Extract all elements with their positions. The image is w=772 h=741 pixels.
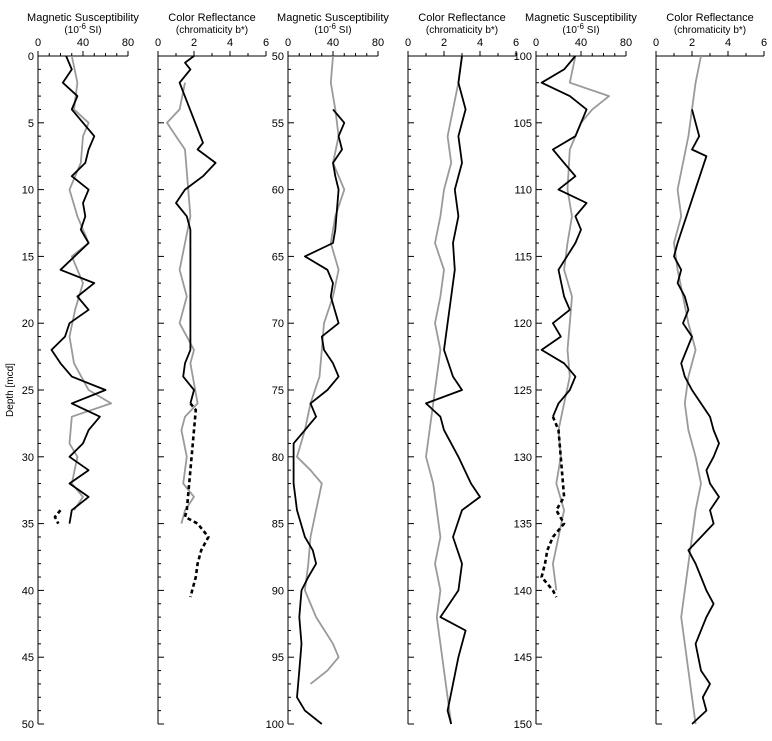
- ms-series-dashed: [53, 509, 62, 525]
- depth-tick-label: 65: [272, 251, 284, 263]
- cr-series-black: [175, 55, 217, 404]
- ms-x-tick-label: 40: [77, 37, 89, 49]
- depth-tick-label: 90: [272, 585, 284, 597]
- ms-series-gray: [68, 55, 112, 511]
- ms-unit-suffix: SI): [336, 25, 352, 36]
- cr-series-gray: [425, 55, 463, 725]
- depth-tick-label: 95: [272, 652, 284, 664]
- ms-x-tick-label: 40: [327, 37, 339, 49]
- cr-x-tick-label: 6: [263, 37, 269, 49]
- cr-unit: (chromaticity b*): [674, 25, 746, 36]
- depth-tick-label: 130: [514, 452, 532, 464]
- cr-series-dashed: [183, 402, 210, 598]
- depth-tick-label: 105: [514, 118, 532, 130]
- depth-tick-label: 35: [22, 519, 34, 531]
- cr-x-tick-label: 2: [441, 37, 447, 49]
- depth-tick-label: 75: [272, 385, 284, 397]
- ms-series-black: [292, 108, 346, 725]
- cr-unit: (chromaticity b*): [426, 25, 498, 36]
- cr-series-gray: [166, 82, 199, 524]
- ms-series-gray: [552, 55, 610, 591]
- depth-tick-label: 5: [28, 118, 34, 130]
- cr-title: Color Reflectance: [418, 12, 505, 24]
- depth-tick-label: 150: [514, 719, 532, 731]
- depth-tick-label: 10: [22, 185, 34, 197]
- depth-tick-label: 60: [272, 185, 284, 197]
- ms-x-tick-label: 80: [372, 37, 384, 49]
- depth-tick-label: 25: [22, 385, 34, 397]
- depth-tick-label: 110: [514, 185, 532, 197]
- ms-unit: (10-6 SI): [314, 22, 351, 36]
- ms-x-tick-label: 80: [620, 37, 632, 49]
- ms-x-tick-label: 0: [35, 37, 41, 49]
- ms-unit-suffix: SI): [584, 25, 600, 36]
- depth-tick-label: 30: [22, 452, 34, 464]
- cr-x-tick-label: 4: [227, 37, 233, 49]
- cr-title: Color Reflectance: [666, 12, 753, 24]
- ms-x-tick-label: 40: [575, 37, 587, 49]
- cr-x-tick-label: 2: [689, 37, 695, 49]
- depth-tick-label: 50: [22, 719, 34, 731]
- cr-x-tick-label: 4: [725, 37, 731, 49]
- depth-tick-label: 50: [272, 51, 284, 63]
- depth-tick-label: 80: [272, 452, 284, 464]
- cr-series-black: [673, 109, 720, 725]
- ms-series-dashed: [540, 416, 566, 598]
- ms-title: Magnetic Susceptibility: [277, 12, 389, 24]
- depth-tick-label: 45: [22, 652, 34, 664]
- ms-unit-exponent: -6: [577, 22, 585, 31]
- depth-tick-label: 85: [272, 519, 284, 531]
- ms-unit: (10-6 SI): [64, 22, 101, 36]
- depth-tick-label: 15: [22, 251, 34, 263]
- cr-title: Color Reflectance: [168, 12, 255, 24]
- y-axis-label: Depth [mcd]: [5, 363, 16, 417]
- depth-tick-label: 140: [514, 585, 532, 597]
- ms-title: Magnetic Susceptibility: [27, 12, 139, 24]
- ms-series-gray: [296, 55, 346, 685]
- depth-tick-label: 20: [22, 318, 34, 330]
- depth-tick-label: 100: [266, 719, 284, 731]
- cr-series-gray: [673, 55, 702, 725]
- depth-tick-label: 100: [514, 51, 532, 63]
- depth-tick-label: 70: [272, 318, 284, 330]
- cr-series-black: [425, 55, 481, 725]
- depth-tick-label: 55: [272, 118, 284, 130]
- cr-unit: (chromaticity b*): [176, 25, 248, 36]
- cr-x-tick-label: 0: [653, 37, 659, 49]
- ms-series-black: [540, 55, 588, 418]
- cr-x-tick-label: 4: [477, 37, 483, 49]
- ms-x-tick-label: 0: [533, 37, 539, 49]
- depth-tick-label: 125: [514, 385, 532, 397]
- depth-tick-label: 120: [514, 318, 532, 330]
- cr-x-tick-label: 2: [191, 37, 197, 49]
- depth-tick-label: 40: [22, 585, 34, 597]
- cr-x-tick-label: 0: [155, 37, 161, 49]
- depth-tick-label: 0: [28, 51, 34, 63]
- depth-tick-label: 135: [514, 519, 532, 531]
- ms-title: Magnetic Susceptibility: [525, 12, 637, 24]
- ms-series-black: [50, 55, 107, 524]
- depth-tick-label: 145: [514, 652, 532, 664]
- cr-x-tick-label: 6: [513, 37, 519, 49]
- ms-x-tick-label: 0: [285, 37, 291, 49]
- ms-unit: (10-6 SI): [562, 22, 599, 36]
- ms-x-tick-label: 80: [122, 37, 134, 49]
- ms-unit-exponent: -6: [79, 22, 87, 31]
- depth-tick-label: 115: [514, 251, 532, 263]
- cr-x-tick-label: 0: [405, 37, 411, 49]
- ms-unit-exponent: -6: [329, 22, 337, 31]
- ms-unit-suffix: SI): [86, 25, 102, 36]
- cr-x-tick-label: 6: [761, 37, 767, 49]
